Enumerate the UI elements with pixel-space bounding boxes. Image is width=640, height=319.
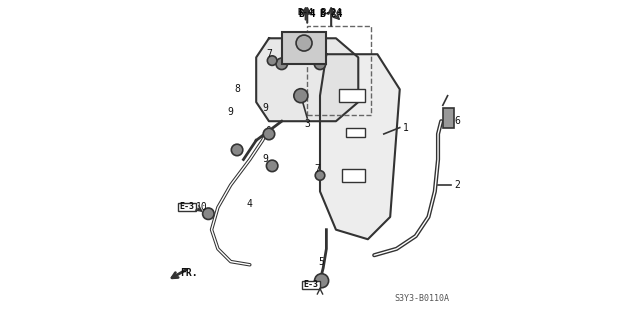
Text: E-3: E-3 [179,202,194,211]
Polygon shape [256,38,358,121]
Circle shape [231,144,243,156]
Circle shape [266,160,278,172]
Circle shape [294,89,308,103]
Text: E-3: E-3 [303,280,319,289]
Text: 7: 7 [314,164,320,174]
Text: 8: 8 [234,84,240,94]
Circle shape [263,128,275,140]
Bar [443,108,454,128]
Text: 9: 9 [263,103,269,114]
Text: 10: 10 [196,202,208,212]
Text: B-24: B-24 [321,8,342,17]
Text: FR.: FR. [180,268,198,278]
Circle shape [296,35,312,51]
Text: 4: 4 [247,199,253,209]
Text: 5: 5 [319,256,324,267]
Polygon shape [320,54,400,239]
Text: 3: 3 [304,119,310,130]
Bar [346,128,365,137]
Bar [178,203,196,211]
Bar [339,89,365,102]
Bar [303,281,320,289]
Text: 2: 2 [454,180,460,190]
Bar [282,32,326,64]
Bar [342,169,365,182]
Text: B-4: B-4 [298,8,314,17]
Circle shape [314,58,326,70]
Text: 6: 6 [454,116,460,126]
Text: 9: 9 [263,154,269,165]
Circle shape [268,56,277,65]
Text: B-24: B-24 [319,9,343,19]
Text: S3Y3-B0110A: S3Y3-B0110A [395,294,449,303]
Circle shape [315,274,328,288]
Text: 9: 9 [228,107,234,117]
Bar [307,26,371,115]
Circle shape [276,58,287,70]
Circle shape [203,208,214,219]
Text: 1: 1 [403,122,409,133]
Text: 7: 7 [266,49,272,59]
Text: B-4: B-4 [298,9,316,19]
Circle shape [316,171,324,180]
